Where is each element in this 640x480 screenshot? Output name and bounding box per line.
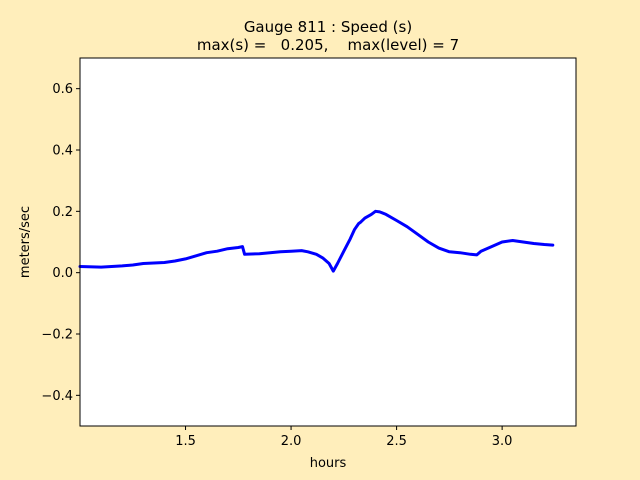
y-tick-label: 0.4 [52, 144, 73, 159]
y-axis: −0.4 −0.2 0.0 0.2 0.4 0.6 [41, 82, 80, 404]
plot-frame [79, 57, 577, 427]
series-line [78, 209, 555, 273]
x-axis-label: hours [310, 456, 347, 471]
plot-area [80, 58, 576, 426]
y-tick-label: −0.4 [41, 389, 73, 404]
chart-subtitle: max(s) = 0.205, max(level) = 7 [197, 36, 459, 54]
y-tick-label: 0.2 [52, 205, 73, 220]
chart-title: Gauge 811 : Speed (s) [244, 18, 412, 36]
x-tick-label: 2.0 [281, 434, 302, 449]
y-tick-label: 0.0 [52, 266, 73, 281]
x-tick-label: 2.5 [386, 434, 407, 449]
y-tick-label: −0.2 [41, 328, 73, 343]
x-axis: 1.5 2.0 2.5 3.0 [175, 426, 512, 449]
y-tick-label: 0.6 [52, 82, 73, 97]
data-layer [78, 209, 555, 273]
y-axis-label: meters/sec [18, 206, 33, 278]
x-tick-label: 3.0 [492, 434, 513, 449]
x-tick-label: 1.5 [175, 434, 196, 449]
